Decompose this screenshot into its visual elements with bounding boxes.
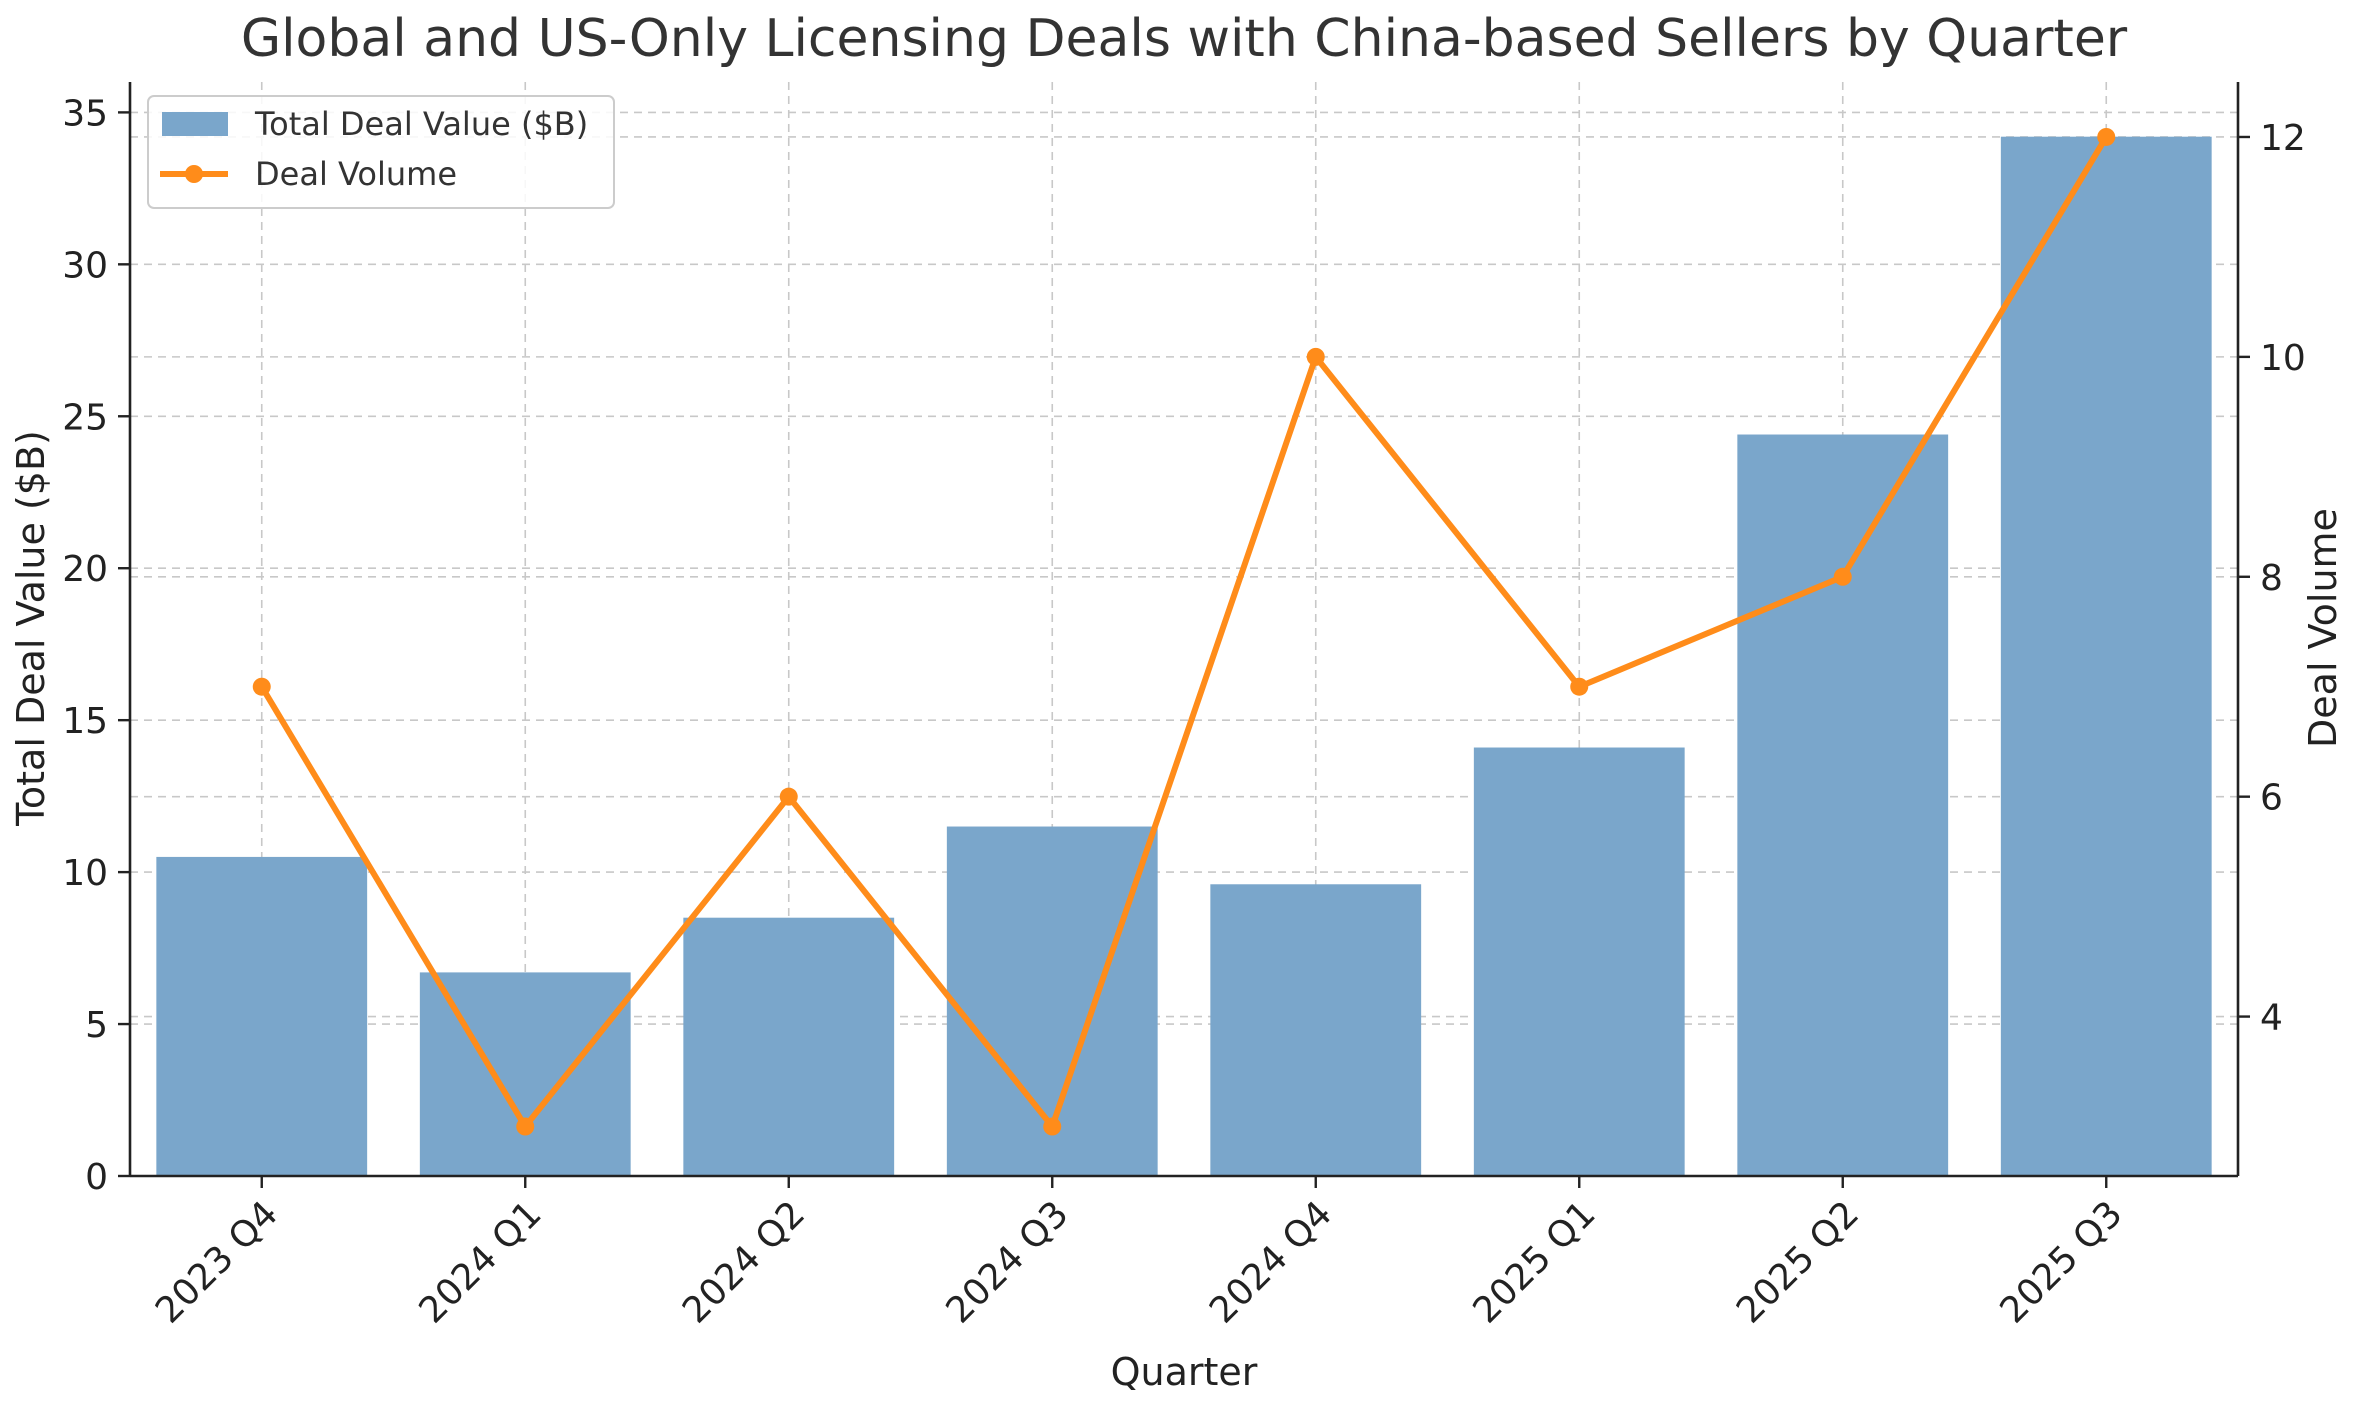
bar — [1737, 434, 1949, 1176]
bars-layer — [156, 136, 2212, 1177]
y-tick-label: 30 — [62, 245, 108, 286]
line-point — [1833, 567, 1852, 586]
series-line — [259, 135, 2109, 1130]
x-tick-label: 2024 Q1 — [412, 1193, 550, 1331]
y-tick-label: 15 — [62, 701, 108, 742]
legend-bar-swatch — [162, 112, 228, 136]
legend: Total Deal Value ($B) Deal Volume — [147, 95, 615, 209]
x-tick-label: 2023 Q4 — [148, 1193, 286, 1331]
y2-tick-label: 6 — [2260, 778, 2283, 819]
legend-bar-label: Total Deal Value ($B) — [254, 105, 588, 143]
bar — [683, 917, 895, 1176]
line-point — [252, 677, 271, 696]
bar — [2000, 136, 2212, 1177]
line-point — [516, 1117, 535, 1136]
y-tick-label: 5 — [85, 1005, 108, 1046]
line-point — [2097, 127, 2116, 146]
y2-tick-label: 8 — [2260, 558, 2283, 599]
y2-tick-label: 10 — [2260, 338, 2306, 379]
x-tick-label: 2025 Q2 — [1729, 1193, 1867, 1331]
legend-line-marker — [185, 165, 203, 183]
line-point — [1043, 1117, 1062, 1136]
x-tick-label: 2025 Q1 — [1466, 1193, 1604, 1331]
y2-axis-label: Deal Volume — [2301, 508, 2345, 748]
x-tick-label: 2024 Q2 — [675, 1193, 813, 1331]
y2-tick-label: 12 — [2260, 118, 2306, 159]
bar — [1473, 747, 1685, 1176]
legend-box — [147, 95, 615, 209]
line-point — [1306, 347, 1325, 366]
y-axis-label: Total Deal Value ($B) — [9, 430, 53, 827]
y-tick-label: 10 — [62, 853, 108, 894]
legend-line-label: Deal Volume — [255, 155, 457, 193]
x-tick-label: 2024 Q3 — [939, 1193, 1077, 1331]
axes-layer: 0 5 10 15 20 25 30 35 4 6 8 10 12 2023 Q4 2024 Q1 2024 … — [62, 82, 2306, 1331]
line-point — [1570, 677, 1589, 696]
bar — [156, 856, 368, 1176]
bar — [1210, 884, 1422, 1176]
line-layer — [252, 127, 2116, 1136]
x-tick-label: 2024 Q4 — [1202, 1193, 1340, 1331]
x-tick-label: 2025 Q3 — [1993, 1193, 2131, 1331]
line-point — [779, 787, 798, 806]
chart-title: Global and US-Only Licensing Deals with … — [241, 9, 2128, 69]
y-tick-label: 25 — [62, 397, 108, 438]
x-axis-label: Quarter — [1111, 1350, 1258, 1394]
y-tick-label: 35 — [62, 93, 108, 134]
y-tick-label: 20 — [62, 549, 108, 590]
y-tick-label: 0 — [85, 1157, 108, 1198]
y2-tick-label: 4 — [2260, 998, 2283, 1039]
